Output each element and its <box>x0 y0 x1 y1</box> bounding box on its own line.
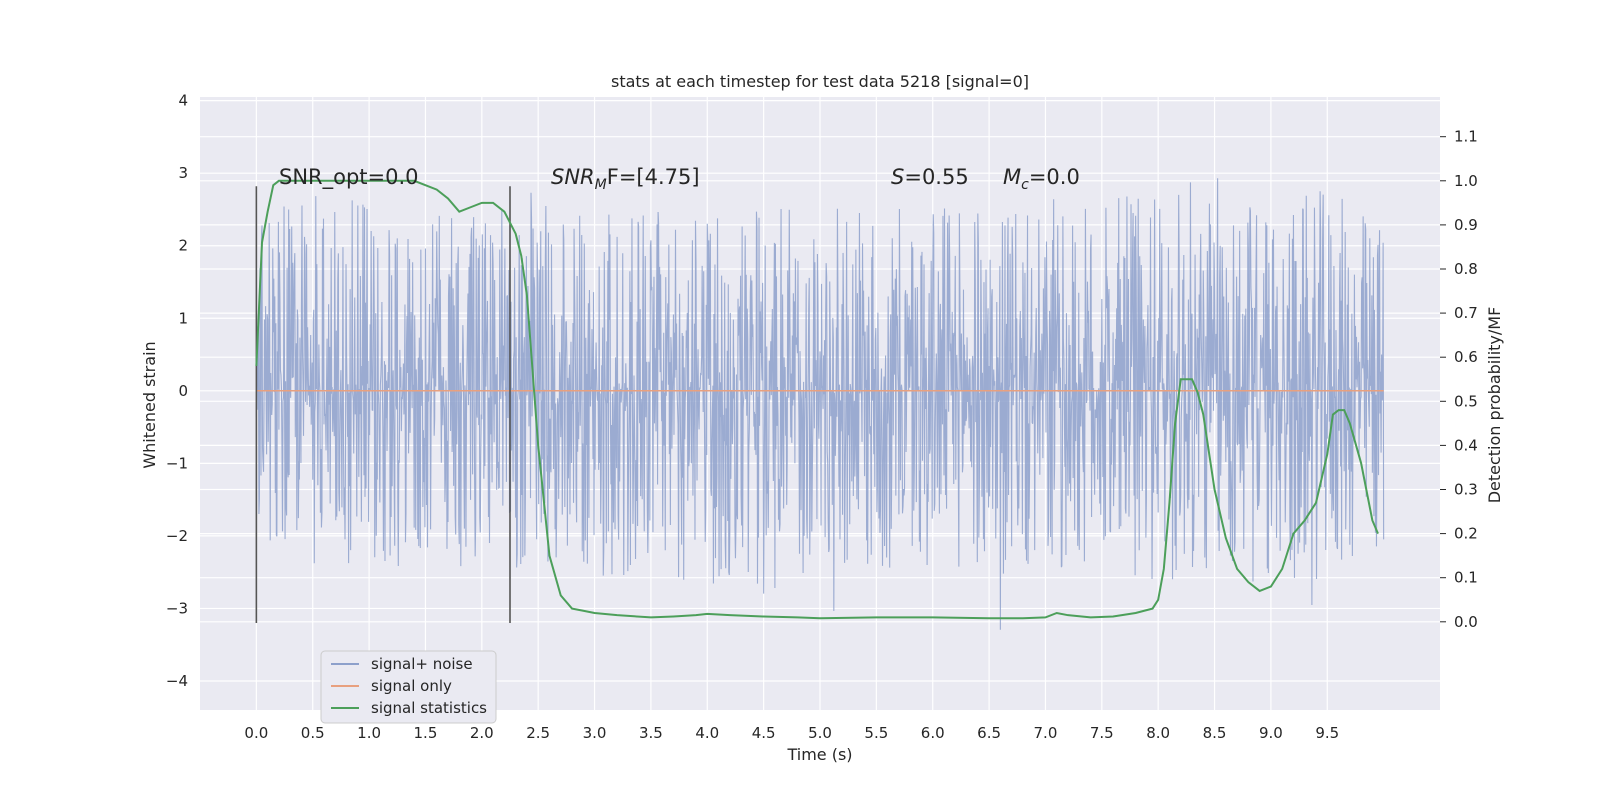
y-tick-label: 4 <box>178 92 188 110</box>
mc-rest: =0.0 <box>1029 165 1080 189</box>
annotation-mc: Mc=0.0 <box>1003 165 1080 193</box>
y-right-tick-label: 0.6 <box>1454 348 1478 366</box>
x-tick-label: 1.5 <box>414 724 438 742</box>
x-tick-label: 6.0 <box>921 724 945 742</box>
x-tick-label: 9.0 <box>1259 724 1283 742</box>
x-axis-ticks: 0.0 0.5 1.0 1.5 2.0 2.5 3.0 3.5 4.0 4.5 5.0 5.5 6.0 6… <box>244 724 1339 742</box>
y-axis-ticks: 4 3 2 1 0 −1 −2 −3 −4 <box>166 92 188 690</box>
y-right-tick-label: 0.8 <box>1454 260 1478 278</box>
x-tick-label: 9.5 <box>1315 724 1339 742</box>
y-right-tick-label: 0.4 <box>1454 436 1478 454</box>
chart-title: stats at each timestep for test data 521… <box>611 72 1029 91</box>
x-tick-label: 6.5 <box>977 724 1001 742</box>
signal-statistics-line <box>255 179 1379 620</box>
mc-var: M <box>1003 165 1021 189</box>
annotation-snr-mf: SNRMF=[4.75] <box>551 165 700 193</box>
x-tick-label: 7.0 <box>1034 724 1058 742</box>
y-right-tick-label: 0.0 <box>1454 613 1478 631</box>
x-tick-label: 5.5 <box>864 724 888 742</box>
y-right-tick-label: 0.2 <box>1454 525 1478 543</box>
x-tick-label: 5.0 <box>808 724 832 742</box>
x-tick-label: 0.0 <box>244 724 268 742</box>
x-tick-label: 1.0 <box>357 724 381 742</box>
legend: signal+ noise signal only signal statist… <box>320 650 497 724</box>
x-tick-label: 2.5 <box>526 724 550 742</box>
y-axis-right-ticks: 1.1 1.0 0.9 0.8 0.7 0.6 0.5 0.4 0.3 0.2 0.1 0.0 <box>1440 128 1478 631</box>
y-tick-label: −3 <box>166 599 188 617</box>
signal-noise-series <box>255 178 1385 630</box>
y-right-tick-label: 0.9 <box>1454 216 1478 234</box>
legend-box <box>320 650 497 724</box>
y-axis-label: Whitened strain <box>140 341 159 468</box>
y-axis-right-label: Detection probability/MF <box>1485 307 1504 504</box>
mc-sub: c <box>1021 177 1029 193</box>
x-tick-label: 8.0 <box>1146 724 1170 742</box>
snr-mf-rest: F=[4.75] <box>607 165 700 189</box>
y-right-tick-label: 0.7 <box>1454 304 1478 322</box>
x-tick-label: 7.5 <box>1090 724 1114 742</box>
s-var: S <box>891 165 904 189</box>
x-tick-label: 4.5 <box>752 724 776 742</box>
annotation-s: S=0.55 <box>891 165 969 189</box>
y-right-tick-label: 0.5 <box>1454 392 1478 410</box>
y-tick-label: 2 <box>178 237 188 255</box>
x-tick-label: 8.5 <box>1203 724 1227 742</box>
x-axis-label: Time (s) <box>786 745 852 764</box>
y-tick-label: −1 <box>166 454 188 472</box>
vertical-markers <box>255 186 511 623</box>
legend-label-signal-statistics: signal statistics <box>371 699 487 717</box>
y-right-tick-label: 0.1 <box>1454 569 1478 587</box>
legend-label-signal-noise: signal+ noise <box>371 655 473 673</box>
x-tick-label: 4.0 <box>695 724 719 742</box>
signal-noise-line <box>255 178 1385 630</box>
y-tick-label: 0 <box>178 382 188 400</box>
x-tick-label: 0.5 <box>301 724 325 742</box>
x-tick-label: 3.0 <box>583 724 607 742</box>
snr-mf-sub: M <box>595 177 607 193</box>
annotation-snr-opt: SNR_opt=0.0 <box>279 165 419 190</box>
y-tick-label: 3 <box>178 164 188 182</box>
legend-label-signal-only: signal only <box>371 677 452 695</box>
y-right-tick-label: 0.3 <box>1454 480 1478 498</box>
x-tick-label: 2.0 <box>470 724 494 742</box>
snr-mf-base: SNR <box>551 165 595 189</box>
x-tick-label: 3.5 <box>639 724 663 742</box>
s-rest: =0.55 <box>904 165 968 189</box>
y-right-tick-label: 1.1 <box>1454 128 1478 146</box>
y-right-tick-label: 1.0 <box>1454 172 1478 190</box>
y-tick-label: −2 <box>166 527 188 545</box>
y-tick-label: 1 <box>178 309 188 327</box>
y-tick-label: −4 <box>166 672 188 690</box>
signal-statistics-series <box>255 179 1379 620</box>
